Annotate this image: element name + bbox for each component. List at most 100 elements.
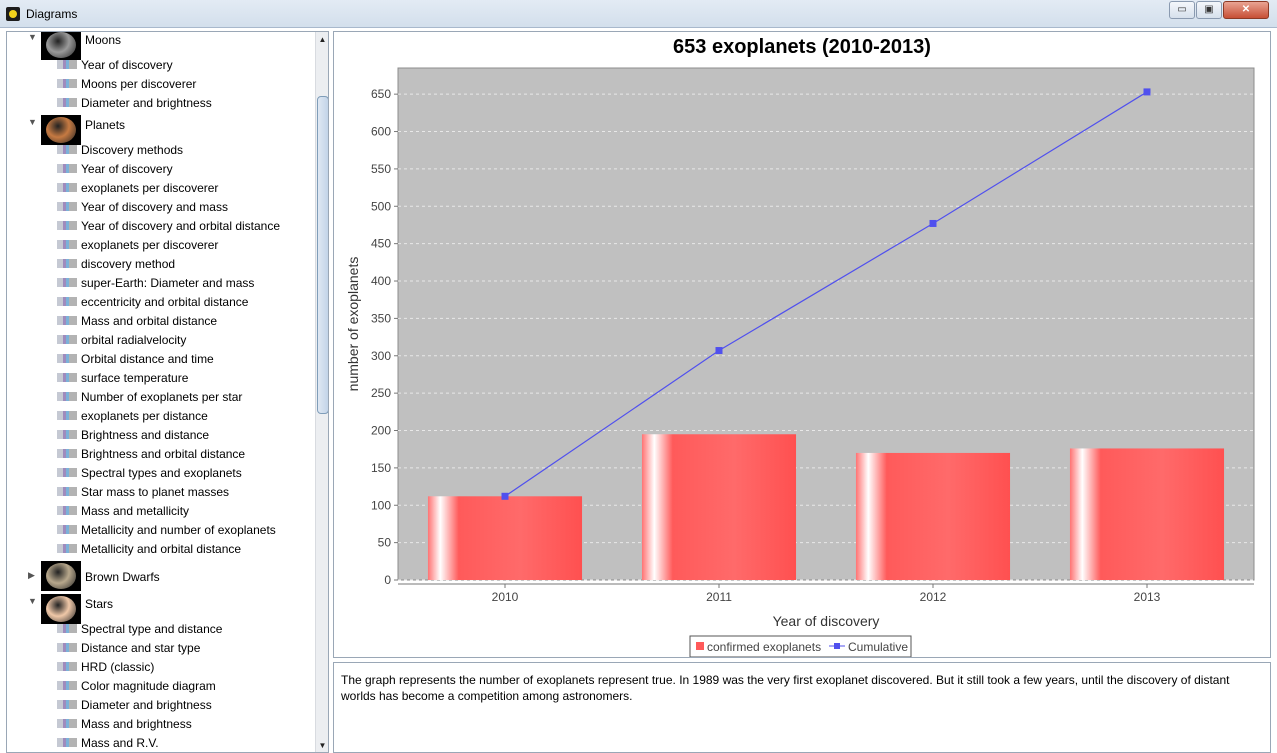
tree-item[interactable]: exoplanets per distance [7,407,315,426]
tree-group-planets[interactable]: ▼ Planets [7,115,315,145]
tree-item[interactable]: Mass and brightness [7,715,315,734]
cumulative-point-2011 [715,347,723,355]
tree-item-label: Orbital distance and time [81,352,214,366]
y-tick-label: 600 [371,125,391,139]
expand-triangle-icon[interactable]: ▼ [28,117,37,127]
tree-item-label: exoplanets per distance [81,409,208,423]
tree-item[interactable]: Mass and orbital distance [7,312,315,331]
y-tick-label: 100 [371,498,391,512]
tree-item[interactable]: Star mass to planet masses [7,483,315,502]
tree-item[interactable]: Diameter and brightness [7,94,315,113]
tree-item-label: Spectral types and exoplanets [81,466,242,480]
expand-triangle-icon[interactable]: ▼ [28,596,37,606]
scroll-up-arrow-icon[interactable]: ▲ [318,35,327,44]
y-tick-label: 400 [371,274,391,288]
chart-leaf-icon [57,221,77,230]
window-title-bar: Diagrams ▭ ▣ ✕ [0,0,1277,28]
tree-item[interactable]: Brightness and orbital distance [7,445,315,464]
collapse-triangle-icon[interactable]: ▶ [28,570,35,580]
y-tick-label: 0 [384,573,391,587]
tree-item[interactable]: surface temperature [7,369,315,388]
tree-scrollbar[interactable]: ▲ ▼ [315,32,328,752]
y-tick-label: 350 [371,311,391,325]
tree-item[interactable]: Metallicity and number of exoplanets [7,521,315,540]
chart-leaf-icon [57,259,77,268]
tree-item[interactable]: Year of discovery [7,160,315,179]
tree-item[interactable]: Mass and R.V. [7,734,315,752]
chart-leaf-icon [57,506,77,515]
chart-leaf-icon [57,624,77,633]
tree-group-label: Moons [85,33,122,47]
tree-item[interactable]: Year of discovery and orbital distance [7,217,315,236]
tree-item[interactable]: Discovery methods [7,141,315,160]
chart-leaf-icon [57,700,77,709]
tree-item-label: Distance and star type [81,641,201,655]
chart-leaf-icon [57,643,77,652]
tree-item-label: Brightness and orbital distance [81,447,246,461]
tree-item[interactable]: Distance and star type [7,639,315,658]
group-thumbnail-icon [41,32,81,60]
tree-item[interactable]: eccentricity and orbital distance [7,293,315,312]
tree-item-label: Spectral type and distance [81,622,223,636]
y-tick-label: 200 [371,424,391,438]
tree-item-label: Moons per discoverer [81,77,197,91]
chart-leaf-icon [57,240,77,249]
chart-leaf-icon [57,145,77,154]
legend-swatch-confirmed [696,642,704,650]
tree-item[interactable]: Color magnitude diagram [7,677,315,696]
tree-item[interactable]: Spectral types and exoplanets [7,464,315,483]
tree-group-brown-dwarfs[interactable]: ▶ Brown Dwarfs [7,561,315,591]
scrollbar-thumb[interactable] [317,96,328,414]
cumulative-point-2013 [1143,88,1151,96]
tree-item-label: Year of discovery and mass [81,200,228,214]
tree-item-label: Year of discovery [81,58,173,72]
tree-item[interactable]: super-Earth: Diameter and mass [7,274,315,293]
tree-item-label: discovery method [81,257,176,271]
scroll-down-arrow-icon[interactable]: ▼ [318,741,327,750]
tree-item[interactable]: Spectral type and distance [7,620,315,639]
cumulative-point-2010 [501,492,509,500]
chart-leaf-icon [57,392,77,401]
chart-leaf-icon [57,183,77,192]
x-tick-label: 2011 [706,590,732,604]
chart-leaf-icon [57,297,77,306]
tree-group-stars[interactable]: ▼ Stars [7,594,315,624]
tree-item[interactable]: Mass and metallicity [7,502,315,521]
tree-item-label: Diameter and brightness [81,96,212,110]
tree-item[interactable]: orbital radialvelocity [7,331,315,350]
tree-item[interactable]: exoplanets per discoverer [7,236,315,255]
bar-2010 [427,496,583,580]
group-thumbnail-icon [41,561,81,591]
legend-label-confirmed: confirmed exoplanets [707,640,821,654]
tree-group-moons[interactable]: ▼ Moons [7,32,315,60]
tree-item[interactable]: Year of discovery [7,56,315,75]
minimize-button[interactable]: ▭ [1169,1,1195,19]
tree-item-label: Metallicity and number of exoplanets [81,523,276,537]
y-tick-label: 300 [371,349,391,363]
tree-item[interactable]: Diameter and brightness [7,696,315,715]
legend-box [689,635,912,657]
description-text: The graph represents the number of exopl… [341,673,1230,703]
tree-item[interactable]: Metallicity and orbital distance [7,540,315,559]
tree-item[interactable]: Moons per discoverer [7,75,315,94]
tree-item[interactable]: Brightness and distance [7,426,315,445]
tree-item[interactable]: Year of discovery and mass [7,198,315,217]
tree-item[interactable]: exoplanets per discoverer [7,179,315,198]
chart-panel: 653 exoplanets (2010-2013) 0 50 100 150 200 25… [333,31,1271,658]
expand-triangle-icon[interactable]: ▼ [28,32,37,42]
tree-item-label: eccentricity and orbital distance [81,295,249,309]
tree-item[interactable]: discovery method [7,255,315,274]
tree-item[interactable]: Orbital distance and time [7,350,315,369]
tree-item[interactable]: HRD (classic) [7,658,315,677]
tree-item[interactable]: Number of exoplanets per star [7,388,315,407]
maximize-button[interactable]: ▣ [1196,1,1222,19]
chart-leaf-icon [57,98,77,107]
tree-item-label: Year of discovery and orbital distance [81,219,281,233]
y-tick-label: 500 [371,199,391,213]
close-button[interactable]: ✕ [1223,1,1269,19]
cumulative-point-2012 [929,219,937,227]
cumulative-line [504,91,1148,497]
chart-leaf-icon [57,278,77,287]
y-tick-label: 450 [371,237,391,251]
chart-leaf-icon [57,373,77,382]
